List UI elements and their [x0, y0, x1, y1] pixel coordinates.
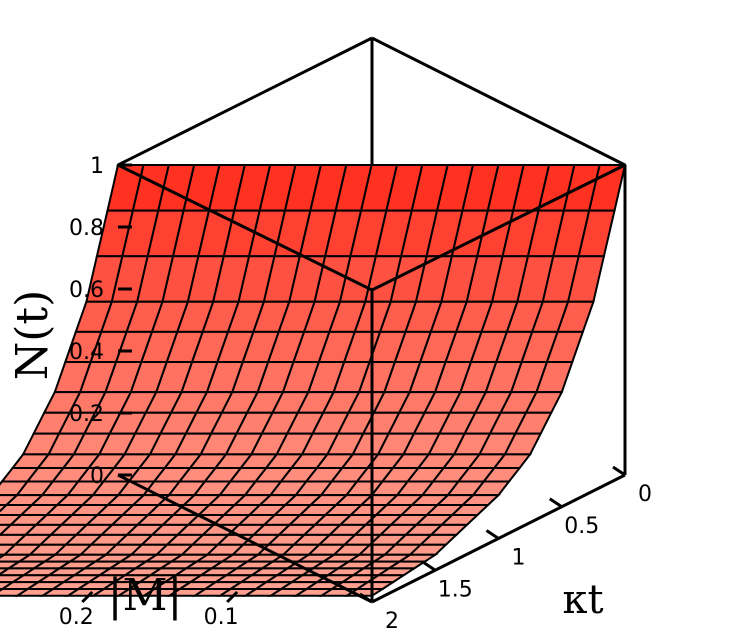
kt-tick-mark: [485, 529, 500, 540]
kt-tick-label: 0: [638, 482, 652, 507]
surface-patch: [0, 523, 14, 536]
surface-patch: [0, 574, 27, 584]
m-axis-label: |M|: [108, 570, 183, 621]
m-tick-mark: [226, 590, 239, 604]
surface-patch: [0, 553, 34, 563]
surface-patch: [0, 533, 28, 546]
surface: [0, 164, 627, 597]
bottom-left-edge: [117, 473, 373, 604]
surface-patch: [0, 504, 35, 516]
surface-patch: [0, 560, 23, 570]
surface-patch: [0, 514, 24, 526]
front-top-left-edge: [117, 163, 373, 292]
z-tick-label: 0.2: [69, 402, 104, 427]
m-tick-mark: [81, 590, 94, 604]
kt-tick-mark: [548, 497, 563, 508]
kt-tick-mark: [359, 592, 373, 604]
kt-axis-ticks: 0 0.5 1 1.5 2: [359, 465, 652, 634]
kt-axis-label: κt: [562, 577, 603, 623]
back-top-right-edge: [371, 36, 626, 167]
surface-patch: [0, 504, 9, 513]
kt-tick-label: 1: [512, 546, 526, 571]
z-tick-label: 1: [90, 154, 104, 179]
surface-patch: [0, 480, 30, 497]
kt-tick-label: 0.5: [564, 514, 599, 539]
z-tick-label: 0.6: [69, 278, 104, 303]
z-tick-label: 0.4: [69, 340, 104, 365]
front-top-right-edge: [371, 163, 626, 292]
z-axis-label: N(t): [7, 290, 58, 381]
surface-patch: [0, 553, 8, 559]
z-axis-ticks: 0 0.2 0.4 0.6 0.8 1: [69, 154, 132, 489]
m-tick-label: 0.2: [59, 605, 94, 630]
surface-patch: [0, 581, 17, 590]
kt-tick-mark: [612, 465, 626, 477]
kt-tick-label: 2: [385, 609, 399, 634]
m-tick-label: 0.1: [204, 605, 239, 630]
surface-patch: [0, 567, 12, 576]
surface-patch: [0, 567, 38, 577]
surface-patch: [0, 588, 6, 592]
kt-tick-label: 1.5: [438, 577, 473, 602]
m-axis-ticks: 0.10.20.3: [59, 590, 239, 630]
back-top-edge: [117, 36, 373, 167]
surface-patch: [0, 494, 20, 506]
z-tick-label: 0: [90, 464, 104, 489]
surface-patch: [0, 543, 18, 556]
kt-tick-mark: [422, 561, 437, 572]
surface-patch: [0, 588, 31, 597]
z-tick-label: 0.8: [69, 216, 104, 241]
